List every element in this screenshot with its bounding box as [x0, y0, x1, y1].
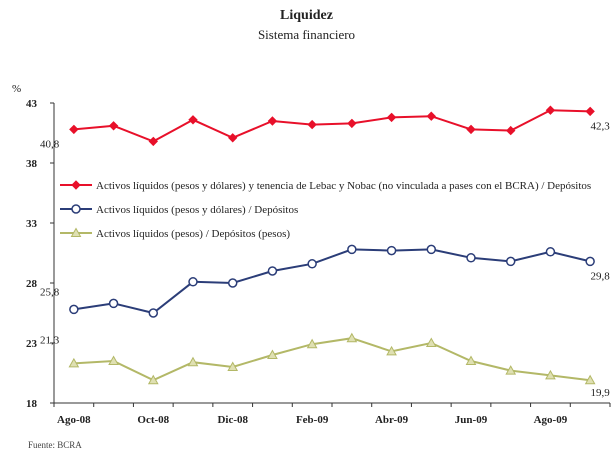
data-point-circle	[386, 245, 397, 256]
x-axis-ticks: Ago-08 Oct-08 Dic-08 Feb-09 Abr-09 Jun-09 Ago-…	[53, 403, 611, 426]
data-point-diamond	[71, 180, 81, 190]
x-tick-label: Abr-09	[375, 414, 409, 426]
y-axis-ticks: 43 38 33 28 23 18	[26, 98, 54, 410]
data-point-circle	[307, 259, 317, 269]
data-point-diamond	[267, 116, 278, 126]
data-point-diamond	[188, 115, 198, 125]
data-point-triangle	[386, 345, 397, 356]
data-point-circle	[545, 247, 556, 257]
y-tick-label: 43	[26, 98, 38, 110]
series-line	[73, 337, 591, 382]
data-point-triangle	[68, 357, 80, 368]
data-point-circle	[347, 244, 357, 255]
end-value-label: 42,3	[591, 120, 611, 132]
data-point-diamond	[585, 106, 595, 117]
data-point-circle	[227, 278, 238, 288]
value-annotations: 40,8 42,3 25,8 29,8 21,3 19,9	[40, 120, 610, 399]
data-point-circle	[505, 256, 516, 267]
y-tick-label: 18	[26, 398, 38, 410]
source-note: Fuente: BCRA	[28, 440, 82, 450]
data-point-triangle	[425, 337, 437, 347]
data-point-diamond	[148, 136, 158, 147]
series-line	[73, 248, 591, 315]
series-group	[68, 105, 596, 385]
data-point-diamond	[108, 121, 119, 131]
data-point-circle	[188, 277, 198, 287]
x-tick-label: Jun-09	[455, 414, 488, 426]
data-point-circle	[108, 298, 119, 309]
x-tick-label: Dic-08	[217, 414, 248, 426]
data-point-triangle	[346, 332, 358, 343]
data-point-circle	[69, 304, 79, 315]
data-point-triangle	[147, 374, 159, 385]
y-tick-label: 23	[26, 338, 38, 350]
data-point-circle	[466, 253, 476, 263]
data-point-diamond	[426, 111, 436, 121]
chart-title: Liquidez	[280, 8, 333, 23]
data-point-diamond	[69, 124, 79, 135]
data-point-triangle	[227, 361, 239, 371]
y-tick-label: 33	[26, 218, 38, 230]
chart-subtitle: Sistema financiero	[257, 27, 356, 42]
data-point-triangle	[187, 356, 199, 367]
data-point-circle	[148, 308, 159, 318]
data-point-triangle	[267, 349, 278, 359]
x-tick-label: Ago-08	[57, 414, 91, 426]
data-point-triangle	[584, 374, 596, 385]
legend: Activos líquidos (pesos y dólares) y ten…	[60, 180, 591, 240]
data-point-diamond	[466, 124, 476, 135]
legend-label: Activos líquidos (pesos y dólares) / Dep…	[96, 204, 298, 216]
x-tick-label: Oct-08	[137, 414, 169, 426]
data-point-diamond	[307, 119, 317, 130]
end-value-label: 29,8	[591, 270, 611, 282]
legend-label: Activos líquidos (pesos y dólares) y ten…	[96, 180, 591, 192]
legend-label: Activos líquidos (pesos) / Depósitos (pe…	[96, 228, 290, 240]
data-point-diamond	[347, 118, 357, 129]
series-line	[73, 109, 591, 143]
data-point-diamond	[228, 133, 238, 143]
data-point-triangle	[306, 338, 318, 349]
data-point-triangle	[70, 227, 82, 237]
data-point-circle	[585, 256, 595, 267]
data-point-diamond	[386, 112, 397, 123]
data-point-triangle	[505, 365, 517, 375]
end-value-label: 19,9	[591, 387, 611, 399]
data-point-circle	[426, 244, 437, 255]
data-point-diamond	[545, 105, 556, 115]
data-point-triangle	[465, 355, 477, 365]
y-axis-label: %	[12, 83, 21, 95]
x-tick-label: Ago-09	[534, 414, 568, 426]
data-point-triangle	[545, 369, 556, 380]
data-point-circle	[267, 266, 278, 276]
y-tick-label: 28	[26, 278, 38, 290]
y-tick-label: 38	[26, 158, 38, 170]
start-value-label: 40,8	[40, 138, 60, 150]
data-point-triangle	[108, 355, 119, 365]
x-tick-label: Feb-09	[296, 414, 329, 426]
start-value-label: 21,3	[40, 334, 60, 346]
data-point-diamond	[506, 125, 516, 136]
data-point-circle	[71, 204, 81, 214]
start-value-label: 25,8	[40, 286, 60, 298]
